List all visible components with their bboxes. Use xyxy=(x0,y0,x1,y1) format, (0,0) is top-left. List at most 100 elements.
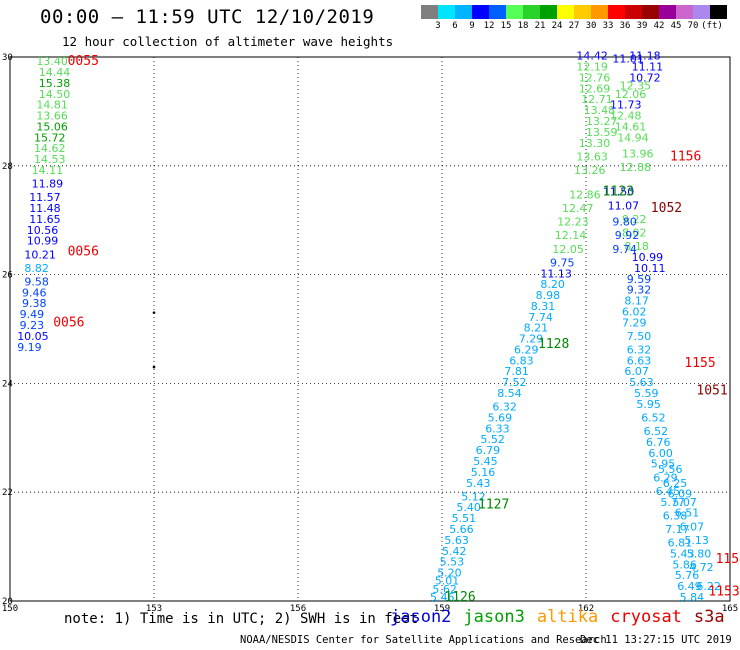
swh-value: 14.50 xyxy=(39,88,71,101)
swh-value: 5.86 xyxy=(672,558,697,571)
swh-value: 9.46 xyxy=(22,286,47,299)
swh-value: 13.30 xyxy=(579,137,611,150)
swh-value: 12.06 xyxy=(615,88,647,101)
y-tick-label: 20 xyxy=(2,597,13,607)
swh-value: 6.32 xyxy=(492,401,517,414)
colorbar-swatch xyxy=(489,5,506,19)
swh-value: 6.29 xyxy=(514,343,539,356)
swh-value: 14.61 xyxy=(615,120,647,133)
swh-value: 6.02 xyxy=(622,305,647,318)
swh-value: 5.80 xyxy=(687,547,712,560)
swh-value: 4.72 xyxy=(689,561,714,574)
swh-value: 7.74 xyxy=(528,311,553,324)
swh-value: 9.23 xyxy=(20,319,44,332)
pass-time-label: 0056 xyxy=(53,315,84,330)
swh-value: 6.32 xyxy=(627,343,652,356)
colorbar-swatch xyxy=(591,5,608,19)
pass-time-label: 1126 xyxy=(444,590,475,605)
swh-value: 14.94 xyxy=(617,131,649,144)
swh-value: 5.07 xyxy=(672,496,697,509)
colorbar-label: 30 xyxy=(585,21,597,31)
grid-lines xyxy=(9,56,731,602)
swh-value: 10.99 xyxy=(27,235,59,248)
swh-value: 10.21 xyxy=(24,248,56,261)
colorbar-swatches xyxy=(421,5,727,19)
y-tick-label: 22 xyxy=(2,488,13,498)
pass-time-label: 1123 xyxy=(603,185,634,200)
y-tick-label: 26 xyxy=(2,271,13,281)
colorbar-label: 15 xyxy=(500,21,512,31)
map-dot xyxy=(152,365,156,369)
swh-value: 12.47 xyxy=(562,202,594,215)
swh-value: 6.09 xyxy=(668,488,693,501)
swh-value: 14.11 xyxy=(32,164,63,177)
legend-jason3: jason3 xyxy=(463,607,525,627)
swh-value: 5.76 xyxy=(675,569,700,582)
swh-value: 6.83 xyxy=(509,354,534,367)
swh-value: 6.49 xyxy=(677,580,702,593)
swh-value: 6.33 xyxy=(485,422,510,435)
swh-value: 11.11 xyxy=(632,61,664,74)
swh-value: 9.38 xyxy=(22,297,47,310)
colorbar-label: 21 xyxy=(534,21,546,31)
pass-time-label: 1127 xyxy=(478,498,509,513)
swh-value: 12.48 xyxy=(610,110,642,123)
swh-value: 13.59 xyxy=(586,126,618,139)
swh-value: 5.01 xyxy=(435,575,460,588)
legend-s3a: s3a xyxy=(693,607,725,627)
colorbar-labels: 3 6 9 12 15 18 21 24 27 30 33 36 39 42 45 70 (ft) xyxy=(421,19,727,33)
swh-value: 6.63 xyxy=(627,354,652,367)
swh-value: 14.62 xyxy=(34,142,66,155)
swh-value: 6.76 xyxy=(646,436,671,449)
chart-subtitle: 12 hour collection of altimeter wave hei… xyxy=(62,34,394,49)
swh-value: 8.54 xyxy=(497,387,522,400)
swh-value: 8.31 xyxy=(531,300,556,313)
swh-value: 5.12 xyxy=(461,490,486,503)
swh-value: 6.52 xyxy=(644,425,669,438)
swh-value: 10.99 xyxy=(632,251,664,264)
colorbar-swatch xyxy=(625,5,642,19)
pass-labels: 0055 0056 0056 1156 1123 1052 1128 1155 1051 1127… xyxy=(53,54,740,605)
swh-value: 9.49 xyxy=(20,308,44,321)
swh-value: 11.07 xyxy=(608,199,640,212)
x-tick-label: 162 xyxy=(578,604,594,614)
swh-value: 5.16 xyxy=(471,466,496,479)
swh-value: 5.46 xyxy=(430,591,455,604)
swh-value: 6.81 xyxy=(668,537,693,550)
colorbar-swatch xyxy=(472,5,489,19)
x-tick-label: 159 xyxy=(434,604,450,614)
swh-value: 6.51 xyxy=(675,507,700,520)
swh-value: 7.17 xyxy=(665,523,690,536)
swh-value: 5.20 xyxy=(437,567,462,580)
swh-value: 7.50 xyxy=(627,330,652,343)
colorbar-swatch xyxy=(676,5,693,19)
swh-value: 10.56 xyxy=(27,224,59,237)
swh-value: 7.29 xyxy=(519,333,544,346)
swh-value: 13.26 xyxy=(574,164,606,177)
swh-value: 12.76 xyxy=(579,71,611,84)
colorbar-label: 39 xyxy=(636,21,648,31)
swh-value: 5.95 xyxy=(636,398,661,411)
swh-value: 9.32 xyxy=(627,284,652,297)
colorbar-label: 18 xyxy=(517,21,529,31)
legend-altika: altika xyxy=(536,607,599,627)
colorbar-swatch xyxy=(523,5,540,19)
swh-value: 12.88 xyxy=(620,161,652,174)
pass-time-label: 0055 xyxy=(68,54,99,69)
swh-value: 8.82 xyxy=(24,262,49,275)
colorbar-swatch xyxy=(557,5,574,19)
swh-value: 15.72 xyxy=(34,131,66,144)
colorbar: 3 6 9 12 15 18 21 24 27 30 33 36 39 42 45 70 (ft) xyxy=(421,5,727,33)
swh-value: 14.44 xyxy=(39,66,71,79)
swh-value: 10.05 xyxy=(17,330,49,343)
swh-value: 7.52 xyxy=(502,376,527,389)
swh-value: 9.92 xyxy=(615,229,640,242)
swh-value: 5.77 xyxy=(660,496,685,509)
swh-value: 5.62 xyxy=(432,583,457,596)
footer-note: note: 1) Time is in UTC; 2) SWH is in fe… xyxy=(64,611,419,627)
swh-value: 15.38 xyxy=(39,77,71,90)
swh-value: 9.22 xyxy=(622,213,647,226)
footer-credit: NOAA/NESDIS Center for Satellite Applica… xyxy=(240,634,607,646)
swh-value: 8.17 xyxy=(624,295,649,308)
